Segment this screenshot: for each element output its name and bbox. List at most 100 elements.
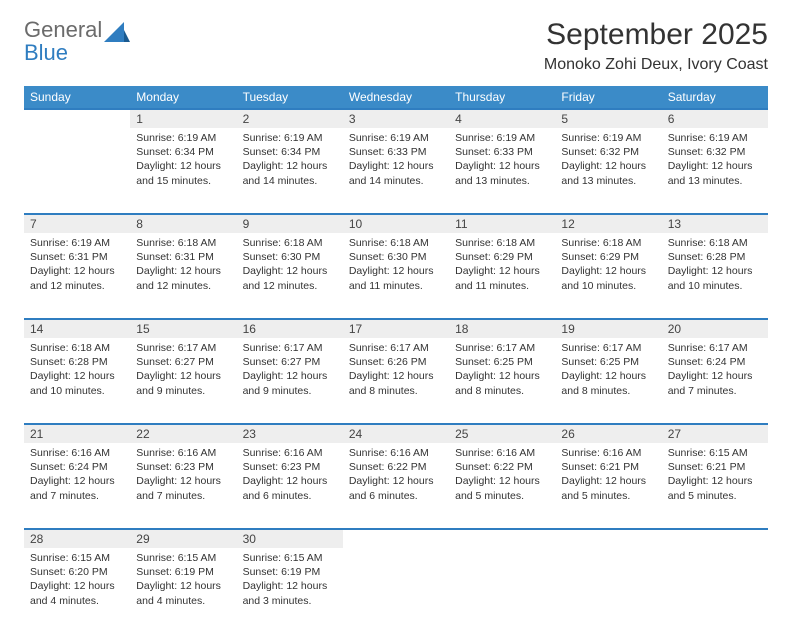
day-sunset: Sunset: 6:31 PM xyxy=(30,250,124,264)
day-number: 18 xyxy=(449,319,555,338)
day-sunset: Sunset: 6:28 PM xyxy=(30,355,124,369)
day-sunrise: Sunrise: 6:16 AM xyxy=(349,446,443,460)
day-number: 1 xyxy=(130,109,236,128)
day-sunset: Sunset: 6:34 PM xyxy=(243,145,337,159)
day-number: 25 xyxy=(449,424,555,443)
day-number: 27 xyxy=(662,424,768,443)
day-daylight2: and 9 minutes. xyxy=(243,384,337,398)
day-cell: Sunrise: 6:19 AMSunset: 6:32 PMDaylight:… xyxy=(662,128,768,214)
day-sunrise: Sunrise: 6:18 AM xyxy=(349,236,443,250)
day-cell: Sunrise: 6:17 AMSunset: 6:25 PMDaylight:… xyxy=(555,338,661,424)
day-daylight1: Daylight: 12 hours xyxy=(455,264,549,278)
day-sunset: Sunset: 6:22 PM xyxy=(349,460,443,474)
day-number-empty xyxy=(555,529,661,548)
day-daylight2: and 8 minutes. xyxy=(561,384,655,398)
day-number: 13 xyxy=(662,214,768,233)
day-sunset: Sunset: 6:27 PM xyxy=(136,355,230,369)
day-cell: Sunrise: 6:15 AMSunset: 6:21 PMDaylight:… xyxy=(662,443,768,529)
day-daylight2: and 10 minutes. xyxy=(668,279,762,293)
day-cell: Sunrise: 6:16 AMSunset: 6:24 PMDaylight:… xyxy=(24,443,130,529)
day-sunrise: Sunrise: 6:16 AM xyxy=(455,446,549,460)
week-daynum-row: 123456 xyxy=(24,109,768,128)
day-cell: Sunrise: 6:19 AMSunset: 6:34 PMDaylight:… xyxy=(237,128,343,214)
day-daylight2: and 8 minutes. xyxy=(349,384,443,398)
day-number: 16 xyxy=(237,319,343,338)
day-daylight1: Daylight: 12 hours xyxy=(349,474,443,488)
day-daylight1: Daylight: 12 hours xyxy=(136,159,230,173)
day-number-empty xyxy=(343,529,449,548)
calendar-table: SundayMondayTuesdayWednesdayThursdayFrid… xyxy=(24,86,768,634)
day-cell: Sunrise: 6:18 AMSunset: 6:28 PMDaylight:… xyxy=(24,338,130,424)
day-cell: Sunrise: 6:16 AMSunset: 6:21 PMDaylight:… xyxy=(555,443,661,529)
day-daylight2: and 5 minutes. xyxy=(561,489,655,503)
day-daylight1: Daylight: 12 hours xyxy=(136,369,230,383)
day-daylight2: and 13 minutes. xyxy=(455,174,549,188)
day-daylight1: Daylight: 12 hours xyxy=(668,369,762,383)
day-number: 28 xyxy=(24,529,130,548)
week-content-row: Sunrise: 6:19 AMSunset: 6:31 PMDaylight:… xyxy=(24,233,768,319)
day-number: 6 xyxy=(662,109,768,128)
day-number: 7 xyxy=(24,214,130,233)
day-sunset: Sunset: 6:19 PM xyxy=(136,565,230,579)
day-sunset: Sunset: 6:31 PM xyxy=(136,250,230,264)
day-daylight2: and 7 minutes. xyxy=(668,384,762,398)
day-sunrise: Sunrise: 6:17 AM xyxy=(455,341,549,355)
day-sunset: Sunset: 6:25 PM xyxy=(455,355,549,369)
day-daylight2: and 12 minutes. xyxy=(243,279,337,293)
day-cell: Sunrise: 6:18 AMSunset: 6:31 PMDaylight:… xyxy=(130,233,236,319)
day-daylight2: and 9 minutes. xyxy=(136,384,230,398)
day-number: 8 xyxy=(130,214,236,233)
calendar-header-row: SundayMondayTuesdayWednesdayThursdayFrid… xyxy=(24,86,768,109)
day-daylight1: Daylight: 12 hours xyxy=(30,579,124,593)
day-daylight2: and 11 minutes. xyxy=(455,279,549,293)
day-sunset: Sunset: 6:29 PM xyxy=(455,250,549,264)
day-daylight2: and 14 minutes. xyxy=(349,174,443,188)
day-daylight1: Daylight: 12 hours xyxy=(349,159,443,173)
day-sunset: Sunset: 6:30 PM xyxy=(349,250,443,264)
day-sunrise: Sunrise: 6:19 AM xyxy=(668,131,762,145)
day-number-empty xyxy=(24,109,130,128)
day-number: 17 xyxy=(343,319,449,338)
day-header: Tuesday xyxy=(237,86,343,109)
day-cell: Sunrise: 6:19 AMSunset: 6:31 PMDaylight:… xyxy=(24,233,130,319)
day-daylight1: Daylight: 12 hours xyxy=(561,264,655,278)
day-number: 3 xyxy=(343,109,449,128)
day-daylight2: and 3 minutes. xyxy=(243,594,337,608)
day-sunrise: Sunrise: 6:18 AM xyxy=(30,341,124,355)
day-daylight1: Daylight: 12 hours xyxy=(30,264,124,278)
day-number: 9 xyxy=(237,214,343,233)
day-sunset: Sunset: 6:33 PM xyxy=(349,145,443,159)
day-number: 10 xyxy=(343,214,449,233)
day-number: 24 xyxy=(343,424,449,443)
week-content-row: Sunrise: 6:18 AMSunset: 6:28 PM Daylight:… xyxy=(24,338,768,424)
day-sunset: Sunset: 6:33 PM xyxy=(455,145,549,159)
day-number: 12 xyxy=(555,214,661,233)
day-sunrise: Sunrise: 6:18 AM xyxy=(455,236,549,250)
week-content-row: Sunrise: 6:16 AM Sunset: 6:24 PM Daylight:… xyxy=(24,443,768,529)
day-cell: Sunrise: 6:19 AMSunset: 6:32 PMDaylight:… xyxy=(555,128,661,214)
day-cell: Sunrise: 6:17 AMSunset: 6:26 PMDaylight:… xyxy=(343,338,449,424)
day-sunrise: Sunrise: 6:16 AM xyxy=(243,446,337,460)
day-daylight2: and 11 minutes. xyxy=(349,279,443,293)
day-sunset: Sunset: 6:25 PM xyxy=(561,355,655,369)
logo-word-blue: Blue xyxy=(24,40,68,65)
day-header: Friday xyxy=(555,86,661,109)
day-sunrise: Sunrise: 6:17 AM xyxy=(243,341,337,355)
day-daylight1: Daylight: 12 hours xyxy=(243,264,337,278)
day-cell: Sunrise: 6:18 AMSunset: 6:29 PMDaylight:… xyxy=(449,233,555,319)
day-sunset: Sunset: 6:23 PM xyxy=(243,460,337,474)
day-number: 21 xyxy=(24,424,130,443)
day-number-empty xyxy=(662,529,768,548)
day-cell-empty xyxy=(24,128,130,214)
day-sunset: Sunset: 6:21 PM xyxy=(668,460,762,474)
day-daylight2: and 5 minutes. xyxy=(668,489,762,503)
day-daylight2: and 5 minutes. xyxy=(455,489,549,503)
day-sunrise: Sunrise: 6:19 AM xyxy=(30,236,124,250)
day-number-empty xyxy=(449,529,555,548)
day-sunset: Sunset: 6:22 PM xyxy=(455,460,549,474)
week-daynum-row: 78910111213 xyxy=(24,214,768,233)
day-sunset: Sunset: 6:27 PM xyxy=(243,355,337,369)
day-daylight2: and 10 minutes. xyxy=(561,279,655,293)
day-daylight1: Daylight: 12 hours xyxy=(243,369,337,383)
day-sunset: Sunset: 6:24 PM xyxy=(30,460,124,474)
